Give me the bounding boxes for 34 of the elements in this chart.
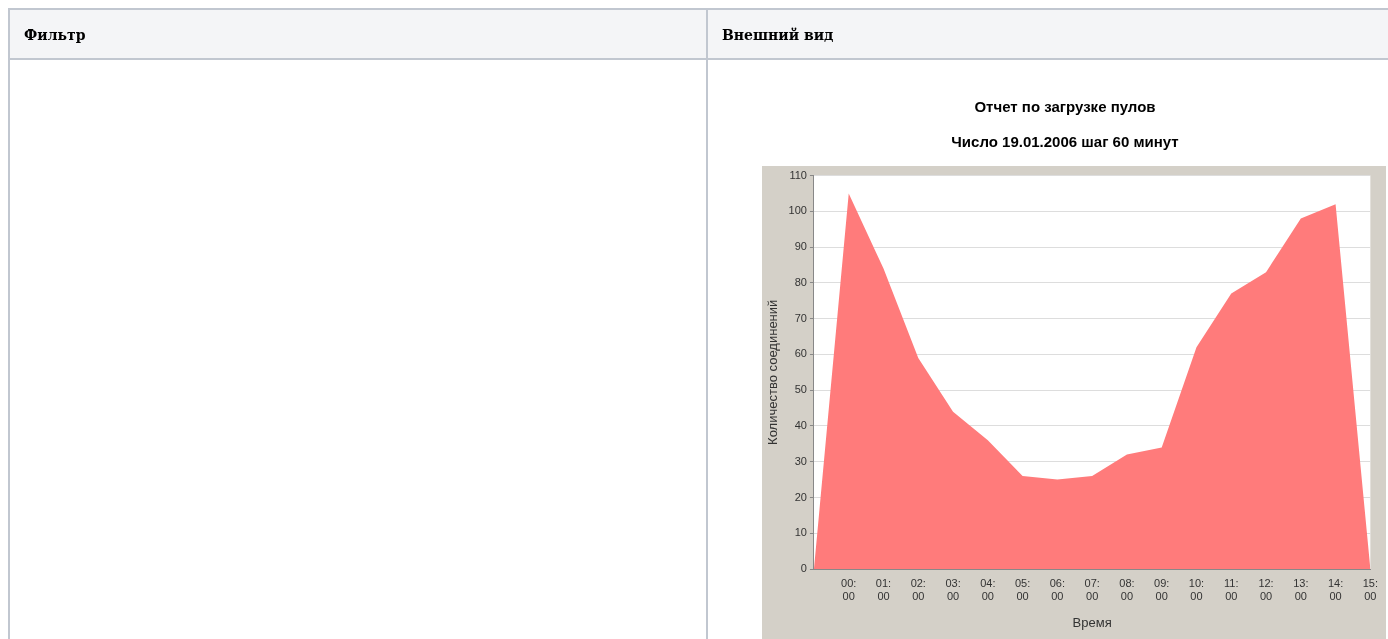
text: Внешний вид [708,10,1388,60]
y-tick-label: 30 [794,454,807,467]
x-tick-label: 05:00 [1014,576,1031,602]
x-tick-label: 09:00 [1154,576,1170,602]
y-tick-label: 0 [800,562,807,575]
y-tick-label: 110 [789,168,807,181]
x-tick-label: 06:00 [1049,576,1066,602]
x-tick-label: 12:00 [1258,576,1274,602]
chart-title: Отчет по загрузке пулов [973,98,1157,115]
x-axis-title: Время [1072,614,1112,630]
x-tick-label: 07:00 [1084,576,1100,602]
y-tick-label: 20 [794,490,807,503]
y-tick-label: 10 [794,526,807,539]
y-tick-label: 80 [794,275,807,288]
y-tick-label: 90 [794,240,807,253]
x-tick-label: 13:00 [1293,576,1309,602]
x-tick-label: 15:00 [1362,576,1378,602]
y-tick-label: 60 [794,347,807,360]
x-tick-label: 14:00 [1327,576,1344,602]
x-tick-label: 08:00 [1119,576,1135,602]
y-tick-label: 70 [794,311,807,324]
x-tick-label: 01:00 [875,576,892,602]
x-tick-label: 02:00 [910,576,926,602]
y-axis-title: Количество соединений [765,299,781,445]
x-tick-label: 03:00 [945,576,961,602]
text: Фильтр [10,10,706,60]
y-tick-label: 50 [794,383,807,396]
y-tick-label: 100 [788,204,807,217]
x-tick-label: 11:00 [1224,576,1239,602]
x-tick-label: 04:00 [980,576,996,602]
y-tick-label: 40 [794,418,807,431]
chart-subtitle: Число 19.01.2006 шаг 60 минут [950,133,1180,150]
x-tick-label: 00:00 [841,576,857,602]
x-tick-label: 10:00 [1188,576,1205,602]
